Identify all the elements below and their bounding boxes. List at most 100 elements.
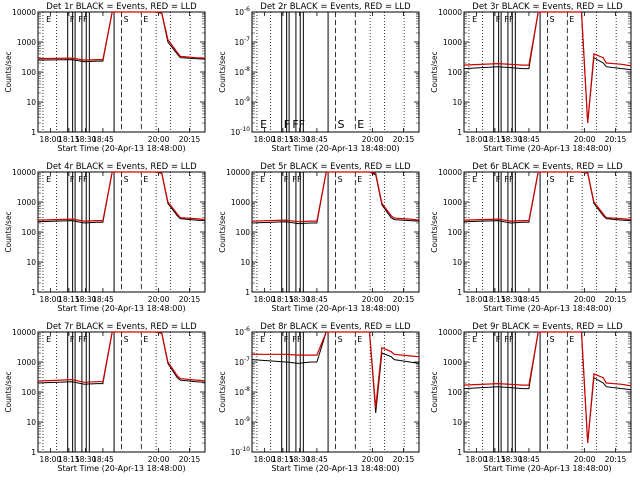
event-letter: FF	[78, 175, 88, 184]
y-tick-label: 10000	[438, 8, 462, 17]
y-tick-label: 10-10	[231, 446, 251, 457]
panel-title: Det 6r BLACK = Events, RED = LLD	[472, 162, 623, 172]
x-tick-label: 20:00	[362, 295, 384, 304]
y-axis-label: Counts/sec	[218, 211, 227, 252]
y-tick-label: 1000	[17, 38, 36, 47]
event-letter: E	[472, 335, 477, 344]
y-tick-label: 1	[457, 128, 462, 137]
y-tick-label: 10	[240, 258, 250, 267]
x-tick-label: 20:15	[179, 295, 201, 304]
x-tick-label: 18:30	[289, 455, 311, 464]
y-tick-label: 10000	[12, 8, 36, 17]
x-tick-label: 18:30	[289, 295, 311, 304]
x-axis-label: Start Time (20-Apr-13 18:48:00)	[483, 464, 611, 473]
y-tick-label: 100	[448, 388, 463, 397]
event-letter: FF	[292, 175, 302, 184]
x-tick-label: 18:15	[58, 455, 80, 464]
x-tick-label: 18:15	[484, 295, 506, 304]
x-tick-label: 20:15	[393, 295, 415, 304]
event-letter: F	[496, 15, 501, 24]
x-tick-label: 20:00	[148, 295, 170, 304]
event-letter: E	[472, 175, 477, 184]
y-tick-label: 10-8	[234, 66, 250, 77]
y-axis-label: Counts/sec	[430, 51, 439, 92]
event-letter: F	[284, 118, 290, 131]
event-letter: E	[143, 335, 148, 344]
x-tick-label: 18:00	[254, 135, 276, 144]
event-letter: E	[143, 175, 148, 184]
x-tick-label: 18:45	[92, 455, 114, 464]
event-letter: FF	[292, 335, 302, 344]
x-tick-label: 18:00	[40, 135, 62, 144]
series-lld	[37, 331, 206, 383]
event-letter: FF	[504, 175, 514, 184]
panel-2: Det 2r BLACK = Events, RED = LLD 10-10 10-…	[218, 2, 420, 153]
y-tick-label: 10	[26, 418, 36, 427]
y-tick-label: 1000	[443, 38, 462, 47]
panel-7: Det 7r BLACK = Events, RED = LLD 1 10 100 10…	[4, 322, 206, 473]
y-axis-label: Counts/sec	[430, 211, 439, 252]
panel-6: Det 6r BLACK = Events, RED = LLD 1 10 100 10…	[430, 162, 632, 313]
y-tick-label: 10-10	[231, 126, 251, 137]
y-tick-label: 10	[452, 258, 462, 267]
event-letter: E	[569, 175, 574, 184]
panel-3: Det 3r BLACK = Events, RED = LLD 1 10 100 10…	[430, 2, 632, 153]
panel-4: Det 4r BLACK = Events, RED = LLD 1 10 100 10…	[4, 162, 206, 313]
y-axis-label: Counts/sec	[218, 51, 227, 92]
y-axis-label: Counts/sec	[4, 211, 13, 252]
y-tick-label: 1	[245, 288, 250, 297]
event-letter: S	[338, 175, 343, 184]
x-tick-label: 18:45	[518, 295, 540, 304]
event-letter: E	[569, 15, 574, 24]
event-letter: E	[143, 15, 148, 24]
series-lld	[463, 331, 632, 444]
y-tick-label: 100	[22, 228, 37, 237]
x-tick-label: 20:15	[179, 135, 201, 144]
event-letter: E	[260, 335, 265, 344]
x-axis-label: Start Time (20-Apr-13 18:48:00)	[271, 144, 399, 153]
event-letter: E	[357, 118, 364, 131]
event-letter: F	[70, 175, 75, 184]
x-tick-label: 18:15	[484, 135, 506, 144]
y-tick-label: 1000	[17, 358, 36, 367]
series-lld	[251, 171, 420, 223]
x-tick-label: 18:45	[306, 455, 328, 464]
x-tick-label: 18:15	[58, 135, 80, 144]
event-letter: F	[70, 335, 75, 344]
x-tick-label: 18:00	[254, 295, 276, 304]
event-letter: S	[338, 118, 345, 131]
event-letter: S	[338, 335, 343, 344]
x-tick-label: 18:00	[466, 135, 488, 144]
x-axis-label: Start Time (20-Apr-13 18:48:00)	[483, 144, 611, 153]
event-letter: S	[124, 175, 129, 184]
event-letter: F	[284, 175, 289, 184]
x-tick-label: 18:00	[40, 295, 62, 304]
y-tick-label: 100	[448, 68, 463, 77]
x-tick-label: 18:45	[92, 135, 114, 144]
y-tick-label: 10-8	[234, 386, 250, 397]
event-letter: E	[46, 15, 51, 24]
y-tick-label: 1	[31, 448, 36, 457]
event-letter: S	[124, 335, 129, 344]
panel-title: Det 1r BLACK = Events, RED = LLD	[46, 2, 197, 12]
y-tick-label: 10	[452, 98, 462, 107]
y-axis-label: Counts/sec	[4, 371, 13, 412]
event-letter: F	[70, 15, 75, 24]
y-tick-label: 100	[22, 68, 37, 77]
y-tick-label: 10000	[438, 168, 462, 177]
panel-9: Det 9r BLACK = Events, RED = LLD 1 10 100 10…	[430, 322, 632, 473]
x-tick-label: 18:15	[484, 455, 506, 464]
event-letter: E	[46, 335, 51, 344]
x-tick-label: 20:15	[393, 135, 415, 144]
x-tick-label: 20:00	[574, 455, 596, 464]
x-tick-label: 18:45	[306, 135, 328, 144]
x-axis-label: Start Time (20-Apr-13 18:48:00)	[57, 144, 185, 153]
y-tick-label: 1	[31, 288, 36, 297]
x-tick-label: 18:15	[58, 295, 80, 304]
x-axis-label: Start Time (20-Apr-13 18:48:00)	[271, 304, 399, 313]
y-tick-label: 10	[26, 258, 36, 267]
y-tick-label: 10000	[12, 328, 36, 337]
y-tick-label: 1	[457, 448, 462, 457]
x-tick-label: 18:30	[289, 135, 311, 144]
